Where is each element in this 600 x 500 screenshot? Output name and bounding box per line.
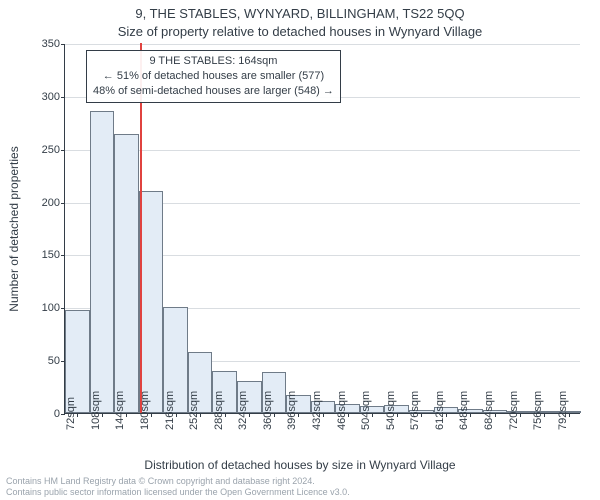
x-tick-mark bbox=[323, 413, 324, 417]
x-tick-mark bbox=[77, 413, 78, 417]
annotation-box: 9 THE STABLES: 164sqm ← 51% of detached … bbox=[86, 50, 341, 103]
y-tick-label: 50 bbox=[26, 355, 60, 367]
x-tick-mark bbox=[151, 413, 152, 417]
histogram-bar bbox=[139, 191, 164, 413]
annotation-line1: 9 THE STABLES: 164sqm bbox=[93, 54, 334, 69]
x-tick-mark bbox=[372, 413, 373, 417]
histogram-bar bbox=[90, 111, 115, 413]
grid-line bbox=[65, 150, 580, 151]
x-tick-mark bbox=[200, 413, 201, 417]
x-tick-mark bbox=[298, 413, 299, 417]
y-tick-mark bbox=[61, 150, 65, 151]
histogram-bar bbox=[114, 134, 139, 413]
chart-title-line1: 9, THE STABLES, WYNYARD, BILLINGHAM, TS2… bbox=[0, 6, 600, 21]
grid-line bbox=[65, 44, 580, 45]
chart-title-line2: Size of property relative to detached ho… bbox=[0, 24, 600, 39]
x-tick-mark bbox=[249, 413, 250, 417]
y-tick-label: 300 bbox=[26, 91, 60, 103]
y-tick-mark bbox=[61, 308, 65, 309]
x-tick-mark bbox=[421, 413, 422, 417]
x-tick-mark bbox=[126, 413, 127, 417]
y-tick-mark bbox=[61, 44, 65, 45]
y-tick-mark bbox=[61, 203, 65, 204]
footer-line2: Contains public sector information licen… bbox=[6, 487, 350, 498]
y-tick-mark bbox=[61, 97, 65, 98]
annotation-line2: ← 51% of detached houses are smaller (57… bbox=[93, 69, 334, 84]
y-tick-mark bbox=[61, 255, 65, 256]
y-tick-label: 250 bbox=[26, 144, 60, 156]
x-tick-mark bbox=[470, 413, 471, 417]
y-tick-label: 350 bbox=[26, 38, 60, 50]
y-tick-label: 200 bbox=[26, 197, 60, 209]
y-tick-label: 150 bbox=[26, 249, 60, 261]
y-tick-label: 0 bbox=[26, 408, 60, 420]
y-axis-label: Number of detached properties bbox=[7, 146, 21, 311]
annotation-line3: 48% of semi-detached houses are larger (… bbox=[93, 84, 334, 99]
footer-line1: Contains HM Land Registry data © Crown c… bbox=[6, 476, 350, 487]
x-axis-label: Distribution of detached houses by size … bbox=[0, 458, 600, 472]
chart-container: 9, THE STABLES, WYNYARD, BILLINGHAM, TS2… bbox=[0, 0, 600, 500]
y-tick-label: 100 bbox=[26, 302, 60, 314]
x-tick-mark bbox=[495, 413, 496, 417]
x-tick-mark bbox=[544, 413, 545, 417]
footer-attribution: Contains HM Land Registry data © Crown c… bbox=[6, 476, 350, 498]
